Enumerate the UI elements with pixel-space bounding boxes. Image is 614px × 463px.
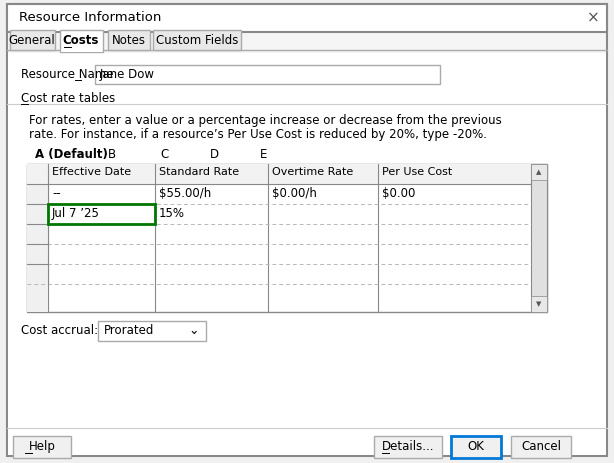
Text: 15%: 15%	[159, 207, 185, 220]
Text: ×: ×	[586, 10, 599, 25]
Bar	[27, 184, 48, 312]
Bar	[531, 296, 547, 312]
Bar	[451, 436, 501, 458]
Text: General: General	[9, 34, 55, 47]
Text: Costs: Costs	[63, 34, 99, 47]
Text: Cost rate tables: Cost rate tables	[21, 92, 115, 105]
Text: C: C	[160, 148, 168, 161]
Bar	[10, 30, 55, 50]
Bar	[8, 53, 606, 455]
Bar	[27, 164, 531, 184]
Bar	[374, 436, 442, 458]
Text: Help: Help	[29, 440, 55, 453]
Bar	[61, 50, 102, 52]
Text: Jul 7 ’25: Jul 7 ’25	[52, 207, 100, 220]
Text: ⌄: ⌄	[188, 324, 200, 337]
Text: --: --	[52, 187, 61, 200]
Text: Resource Name:: Resource Name:	[21, 68, 117, 81]
Text: ▼: ▼	[536, 301, 542, 307]
Text: Overtime Rate: Overtime Rate	[272, 167, 353, 177]
Text: Effective Date: Effective Date	[52, 167, 131, 177]
Bar	[98, 321, 206, 341]
Text: Details...: Details...	[382, 440, 434, 453]
Text: OK: OK	[468, 440, 484, 453]
Text: Cancel: Cancel	[521, 440, 561, 453]
Text: Standard Rate: Standard Rate	[159, 167, 239, 177]
Bar	[7, 4, 607, 32]
Bar	[13, 436, 71, 458]
Text: E: E	[260, 148, 267, 161]
Text: Notes: Notes	[112, 34, 146, 47]
Text: Prorated: Prorated	[104, 324, 154, 337]
Text: Resource Information: Resource Information	[19, 11, 161, 24]
Bar	[108, 30, 150, 50]
Bar	[60, 30, 103, 52]
Text: B: B	[108, 148, 116, 161]
Text: Jane Dow: Jane Dow	[100, 68, 155, 81]
Text: Cost accrual:: Cost accrual:	[21, 324, 98, 337]
Bar	[27, 164, 547, 312]
Text: Per Use Cost: Per Use Cost	[382, 167, 453, 177]
Bar	[153, 30, 241, 50]
Bar	[48, 204, 155, 224]
Bar	[531, 164, 547, 312]
Text: rate. For instance, if a resource’s Per Use Cost is reduced by 20%, type -20%.: rate. For instance, if a resource’s Per …	[29, 128, 487, 141]
Bar	[531, 164, 547, 180]
Text: For rates, enter a value or a percentage increase or decrease from the previous: For rates, enter a value or a percentage…	[29, 114, 502, 127]
Text: $55.00/h: $55.00/h	[159, 187, 211, 200]
Text: ▲: ▲	[536, 169, 542, 175]
Bar	[95, 65, 440, 84]
Text: $0.00/h: $0.00/h	[272, 187, 317, 200]
Text: D: D	[210, 148, 219, 161]
Text: $0.00: $0.00	[382, 187, 416, 200]
Bar	[511, 436, 571, 458]
Text: A (Default): A (Default)	[35, 148, 108, 161]
Text: Custom Fields: Custom Fields	[156, 34, 238, 47]
